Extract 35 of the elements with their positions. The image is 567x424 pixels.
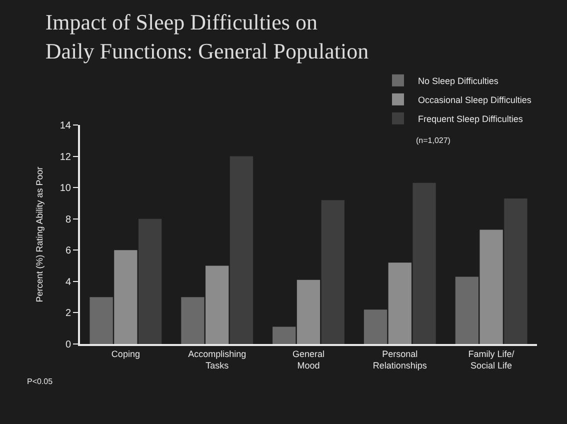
x-tick-label: Personal Relationships (372, 348, 428, 370)
x-tick-label: Family Life/ Social Life (468, 348, 515, 370)
y-tick-label: 14 (60, 120, 72, 132)
bar (206, 266, 229, 344)
y-tick-label: 6 (65, 246, 72, 257)
legend-label: Occasional Sleep Difficulties (418, 94, 532, 105)
legend-label: Frequent Sleep Difficulties (418, 114, 524, 124)
x-tick-label: General Mood (292, 348, 325, 370)
bar (138, 218, 162, 344)
y-tick-label: 12 (60, 152, 72, 163)
bar (272, 326, 296, 344)
bar (480, 230, 503, 344)
chart-title: Impact of Sleep Difficulties on Daily Functions: General Population (45, 10, 369, 64)
y-tick-label: 2 (65, 308, 72, 320)
annotation: (n=1,027) (416, 136, 451, 145)
bar (114, 250, 138, 344)
bar (388, 262, 412, 344)
y-axis-title: Percent (%) Rating Ability as Poor (34, 166, 45, 302)
y-tick-label: 0 (65, 340, 72, 350)
y-tick-label: 8 (65, 214, 72, 226)
bar (230, 156, 254, 344)
bar (181, 297, 204, 344)
y-tick-label: 4 (65, 276, 72, 288)
x-tick-label: Coping (111, 348, 140, 359)
bar (412, 182, 436, 344)
text: P<0.05 (27, 377, 54, 386)
bar (321, 200, 344, 344)
y-tick-label: 10 (60, 183, 72, 194)
bar (504, 198, 528, 344)
legend-label: No Sleep Difficulties (418, 76, 499, 86)
bar (296, 280, 320, 344)
x-tick-label: Accomplishing Tasks (188, 348, 246, 370)
bar (90, 297, 113, 344)
bar (364, 310, 388, 344)
bar (455, 276, 478, 344)
